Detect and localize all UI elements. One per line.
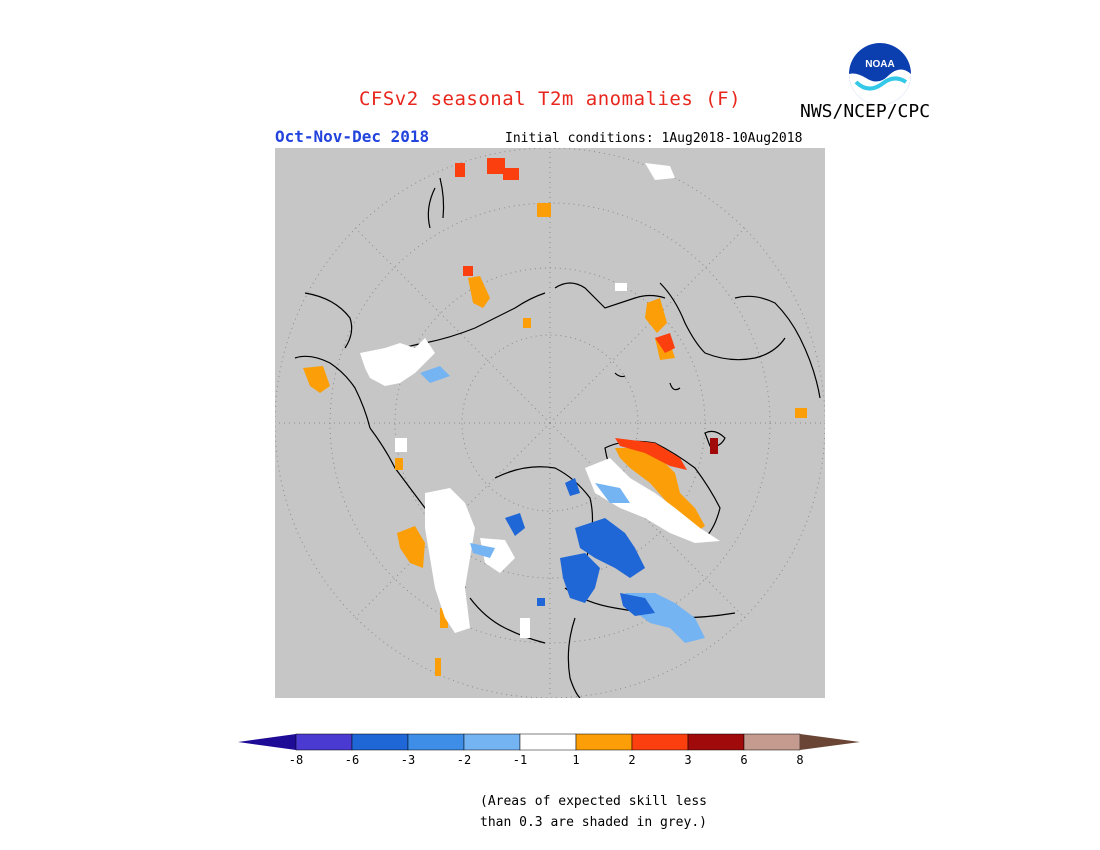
legend-tick: -3 bbox=[401, 753, 415, 767]
skill-note-line2: than 0.3 are shaded in grey.) bbox=[480, 815, 707, 830]
hot-anomaly-patches bbox=[455, 158, 687, 470]
polar-map bbox=[275, 148, 825, 698]
legend-arrow-warm bbox=[800, 734, 860, 750]
legend-tick: 3 bbox=[684, 753, 691, 767]
map-title: CFSv2 seasonal T2m anomalies (F) bbox=[358, 88, 742, 110]
legend-tick: -2 bbox=[457, 753, 471, 767]
agency-label: NWS/NCEP/CPC bbox=[800, 101, 931, 122]
noaa-logo-icon: NOAA bbox=[849, 43, 911, 105]
legend-tick: -1 bbox=[513, 753, 527, 767]
legend-tick: 6 bbox=[740, 753, 747, 767]
skill-note: (Areas of expected skill less than 0.3 a… bbox=[480, 791, 707, 833]
warm-anomaly-patches bbox=[303, 203, 807, 676]
initial-conditions-label: Initial conditions: 1Aug2018-10Aug2018 bbox=[505, 131, 803, 146]
neutral-patches bbox=[360, 163, 720, 638]
season-label: Oct-Nov-Dec 2018 bbox=[275, 127, 430, 146]
legend-tick: 8 bbox=[796, 753, 803, 767]
legend-tick: -8 bbox=[289, 753, 303, 767]
skill-note-line1: (Areas of expected skill less bbox=[480, 794, 707, 809]
svg-text:NOAA: NOAA bbox=[865, 59, 894, 70]
cold-anomaly-patches bbox=[505, 478, 655, 616]
color-legend: -8 -6 -3 -2 -1 1 2 3 6 8 bbox=[238, 733, 860, 767]
legend-tick: -6 bbox=[345, 753, 359, 767]
very-hot-anomaly-patches bbox=[710, 438, 718, 454]
legend-arrow-cold bbox=[238, 734, 296, 750]
legend-tick: 1 bbox=[572, 753, 579, 767]
longitude-lines bbox=[275, 148, 825, 698]
legend-tick: 2 bbox=[628, 753, 635, 767]
